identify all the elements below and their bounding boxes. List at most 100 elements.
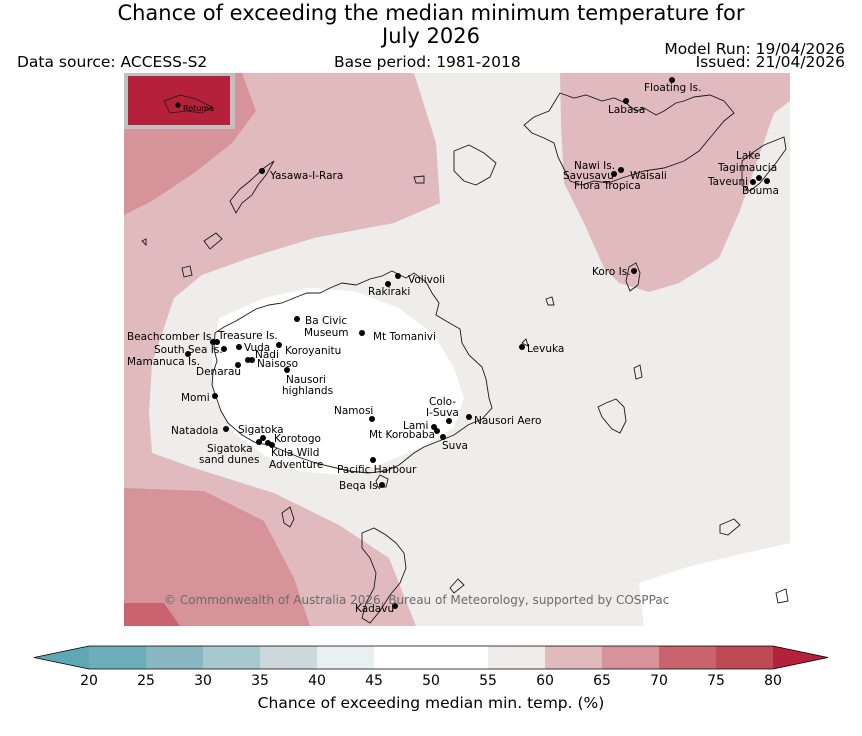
label-lake: Lake [736,150,760,162]
marker-natadola [223,426,229,432]
coastlines [141,92,789,624]
label-volivoli: Volivoli [408,274,445,286]
model-run: Model Run: 19/04/2026 [664,40,845,58]
label-namosi: Namosi [334,405,373,417]
marker-bacivic [294,316,300,322]
base-period: Base period: 1981-2018 [334,53,521,71]
far-southeast-islet-coast [775,588,789,604]
rotuma-inset [128,76,230,125]
vanua-levu-coast [523,92,735,186]
marker-bouma [764,178,770,184]
colorbar-segment-60-65 [545,646,602,669]
label-natadola: Natadola [171,425,218,437]
colorbar-tick: 80 [764,673,782,689]
label-bacivic-1: Ba Civic [305,315,347,327]
label-kula-2: Adventure [269,459,323,471]
yasawa-coast [229,160,275,214]
marker-sigatoka [260,435,266,441]
label-bouma: Bouma [742,185,779,197]
marker-vuda [236,344,242,350]
colorbar-tick: 40 [308,673,326,689]
south-islet-coast [281,506,295,528]
marker-naisoso [249,357,255,363]
data-source: Data source: ACCESS-S2 [17,53,208,71]
western-islet-coast [141,238,147,247]
colorbar-segment-45-50 [374,646,431,669]
label-bacivic-2: Museum [304,327,349,339]
label-denarau: Denarau [196,366,241,378]
central-islet-coast [413,175,425,184]
colorbar-over-arrow [773,646,828,669]
lau-islet-coast [633,364,643,380]
marker-yasawa [259,168,265,174]
colorbar-tick: 50 [422,673,440,689]
issued-date: Issued: 21/04/2026 [695,53,845,71]
colorbar-segment-65-70 [602,646,659,669]
label-colo-1: Colo- [429,396,456,408]
marker-floating [669,77,675,83]
label-momi: Momi [181,392,210,404]
label-naisoso: Naisoso [257,358,298,370]
rotuma-label: Rotuma [183,104,214,113]
label-nausori-aero: Nausori Aero [474,415,541,427]
marker-koroyanitu [276,342,282,348]
label-taveuni: Taveuni [707,176,748,188]
colorbar-tick: 25 [137,673,155,689]
colorbar-segment-70-75 [659,646,716,669]
colorbar-outline [33,645,829,670]
field-50-55-southeast [639,543,790,626]
label-southsea: South Sea Is. [154,344,223,356]
marker-tomanivi [359,330,365,336]
marker-kula [269,442,275,448]
label-tagimaucia: Tagimaucia [717,162,777,174]
label-korobaba: Mt Korobaba [369,429,435,441]
label-nausori-h-2: highlands [282,385,333,397]
colorbar-segment-55-60 [488,646,545,669]
colorbar-segment-75-80 [716,646,773,669]
colorbar-tick: 75 [707,673,725,689]
marker-denarau [235,362,241,368]
label-labasa: Labasa [608,104,645,116]
title-line-1: Chance of exceeding the median minimum t… [117,1,745,25]
place-labels: Floating Is. Labasa Nawi Is. Savusavu Wa… [127,82,779,615]
colorbar-segment-35-40 [260,646,317,669]
rotuma-coast [163,94,213,114]
marker-savusavu [611,171,617,177]
label-beachcomber: Beachcomber Is. [127,331,215,343]
marker-korobaba [434,428,440,434]
viti-levu-coast [211,270,493,474]
marker-momi [212,393,218,399]
lomaiviti-islet-coast [545,296,555,306]
marker-nausori-aero [466,414,472,420]
colorbar-tick: 45 [365,673,383,689]
marker-labasa [623,98,629,104]
marker-koro [631,268,637,274]
field-60-65-northeast [560,73,790,292]
label-nausori-h-1: Nausori [286,374,326,386]
gau-coast [597,398,627,434]
marker-volivoli [395,273,401,279]
colorbar-ticks: 20 25 30 35 40 45 50 55 60 65 70 75 80 [80,673,782,689]
label-sig-dunes-2: sand dunes [199,454,259,466]
label-koro: Koro Is. [592,266,631,278]
marker-rakiraki [385,281,391,287]
colorbar-segment-40-45 [317,646,374,669]
colorbar-label: Chance of exceeding median min. temp. (%… [258,694,605,712]
label-pacific-harbour: Pacific Harbour [337,464,417,476]
taveuni-coast [741,136,787,192]
colorbar-tick: 70 [650,673,668,689]
marker-levuka [519,344,525,350]
copyright-notice: © Commonwealth of Australia 2026, Bureau… [164,593,669,607]
label-vuda: Vuda [244,342,270,354]
label-sigatoka: Sigatoka [238,424,284,436]
east-islet-coast [521,338,529,347]
title-line-2: July 2026 [382,24,480,48]
field-50-55-viti-levu [212,288,464,475]
marker-nausori-highlands [284,367,290,373]
label-flora: Flora Tropica [574,180,641,192]
vanua-levu-south-coast [453,144,497,186]
label-lami: Lami [403,420,428,432]
marker-beqa [379,482,385,488]
label-treasure: Treasure Is. [217,330,278,342]
colorbar-segment-20-25 [89,646,146,669]
